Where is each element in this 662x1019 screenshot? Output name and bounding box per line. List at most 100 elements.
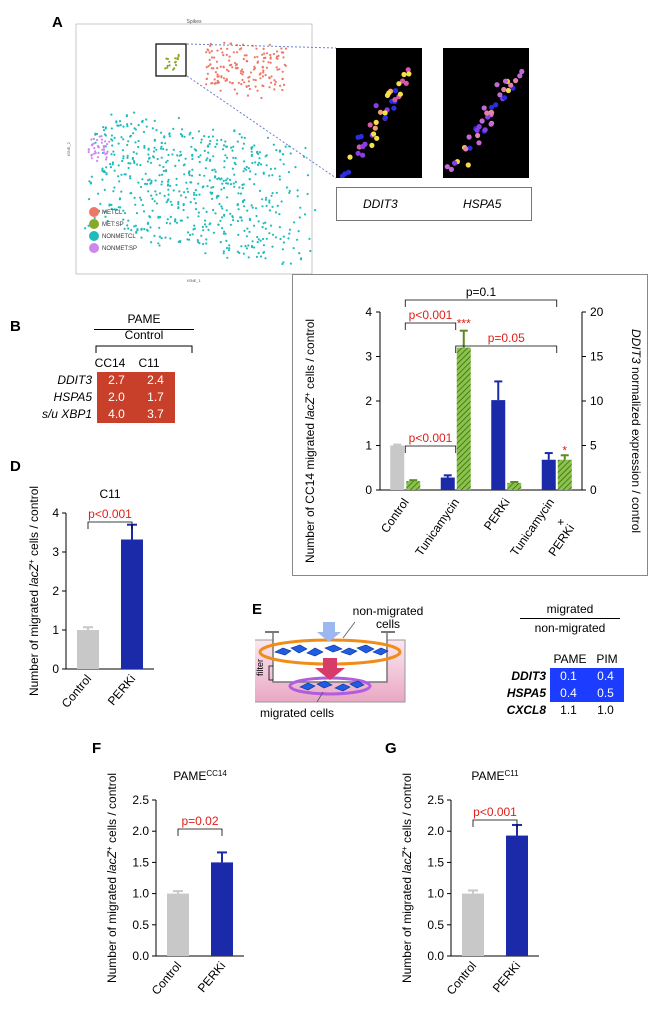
tsne-point-0 [175,183,178,187]
tsne-point-0 [186,231,190,234]
tsne-point-0 [251,240,254,243]
tsne-point-0 [219,219,222,222]
tsne-point-0 [199,154,202,157]
tsne-xlabel: tSNE_1 [187,278,202,283]
tsne-point-0 [205,225,208,228]
tsne-point-0 [164,142,167,145]
tsne-point-0 [261,237,265,241]
tsne-point-0 [259,239,262,242]
table-e-fraction-line [520,618,620,619]
tsne-point-0 [296,195,299,198]
tsne-point-0 [211,135,214,138]
tsne-point-0 [147,190,150,193]
p-value-tunicamycin-combo-bracket [455,345,558,353]
cells-top [274,644,389,657]
significance-bracket [87,521,133,529]
arrow-blue-head [317,632,341,642]
tsne-point-0 [255,214,258,218]
table-e-cell-1-0: 0.4 [550,685,587,702]
bar-ddit3-1 [456,347,471,490]
tsne-point-1 [237,81,240,84]
y-tick-label: 2.0 [427,824,444,838]
y-tick-label: 2.0 [132,824,149,838]
tsne-point-0 [152,150,155,153]
tsne-point-0 [166,199,169,202]
feature-point [489,110,495,116]
tsne-point-3 [173,67,176,70]
tsne-point-0 [117,164,120,167]
tsne-point-2 [102,145,105,148]
tsne-point-0 [148,178,151,181]
tsne-point-0 [257,220,260,223]
tsne-point-0 [103,210,106,213]
tsne-point-0 [120,190,123,193]
tsne-point-0 [221,216,224,219]
tsne-point-1 [211,82,214,85]
tsne-point-0 [193,191,196,194]
legend-label-1: MET:SP [102,222,124,228]
feature-point [502,78,509,84]
tsne-point-0 [278,213,281,216]
p-value-control-combo-bracket [404,299,558,307]
feature-point [360,152,366,158]
tsne-point-0 [165,161,168,164]
tsne-point-0 [126,123,129,126]
tsne-point-1 [279,84,282,87]
feature-point [342,171,348,177]
tsne-point-0 [151,127,154,130]
tsne-point-0 [150,194,153,197]
p-value-tunicamycin-combo: p=0.05 [488,331,525,345]
tsne-point-0 [175,221,179,224]
tsne-point-2 [104,140,107,143]
tsne-point-1 [228,64,232,67]
tsne-point-0 [223,214,226,217]
tsne-point-0 [211,191,214,194]
tsne-point-1 [220,47,223,50]
tsne-point-0 [243,136,246,139]
tsne-point-0 [288,228,292,231]
tsne-point-1 [268,76,271,79]
tsne-point-0 [122,138,125,141]
tsne-point-1 [278,68,281,71]
tsne-point-0 [293,221,296,224]
tsne-point-0 [212,128,215,131]
feature-point [347,154,353,160]
tsne-point-0 [284,145,287,148]
tsne-point-0 [203,149,206,152]
p-value: p=0.02 [181,814,218,828]
tsne-point-0 [146,160,149,163]
migrated-label: migrated cells [260,706,335,720]
tsne-point-0 [88,180,91,183]
tsne-point-0 [161,180,164,183]
tsne-point-0 [214,170,217,173]
tsne-point-0 [129,177,132,180]
chart-title: PAMECC14 [173,769,227,784]
tsne-point-0 [251,146,254,149]
tsne-point-0 [119,124,122,127]
legend-swatch-1 [89,219,99,229]
tsne-point-0 [287,237,290,240]
tsne-point-0 [191,157,194,161]
tsne-point-0 [89,181,92,184]
tsne-point-0 [242,252,245,255]
panel-letter-d: D [10,458,21,475]
tsne-point-0 [157,242,160,245]
table-b-col-cc14: CC14 [94,356,126,370]
tsne-point-1 [253,56,256,59]
tsne-point-0 [120,173,123,176]
tsne-point-2 [87,148,90,151]
tsne-point-0 [183,135,186,138]
tsne-point-0 [206,157,209,160]
tsne-point-0 [231,215,234,218]
tsne-point-0 [303,213,307,216]
tsne-point-3 [177,53,180,57]
tsne-point-1 [217,81,220,84]
tsne-point-0 [142,130,146,134]
tsne-point-0 [202,185,205,188]
tsne-point-0 [186,216,189,219]
y-axis-label: Number of migrated lacZ+ cells / control [105,773,120,983]
tsne-point-0 [289,262,292,265]
feature-point [479,118,485,124]
tsne-point-1 [256,55,259,58]
tsne-point-0 [177,159,180,162]
